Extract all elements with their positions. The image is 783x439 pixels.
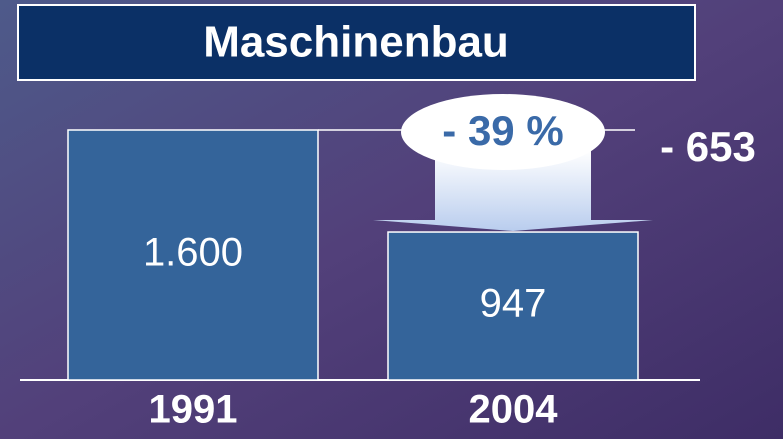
x-tick-label: 2004 [469, 388, 559, 432]
bar [67, 129, 319, 381]
value-label: 947 [480, 282, 547, 326]
annotation: - 653 [660, 123, 756, 170]
arrow [373, 150, 653, 232]
chart-title: Maschinenbau [203, 18, 509, 67]
bar [387, 231, 639, 381]
title-box [17, 4, 696, 81]
x-tick-label: 1991 [149, 388, 238, 432]
value-label: 1.600 [143, 231, 243, 275]
annotation: - 39 % [442, 107, 563, 154]
annotation-bubble [401, 94, 605, 170]
